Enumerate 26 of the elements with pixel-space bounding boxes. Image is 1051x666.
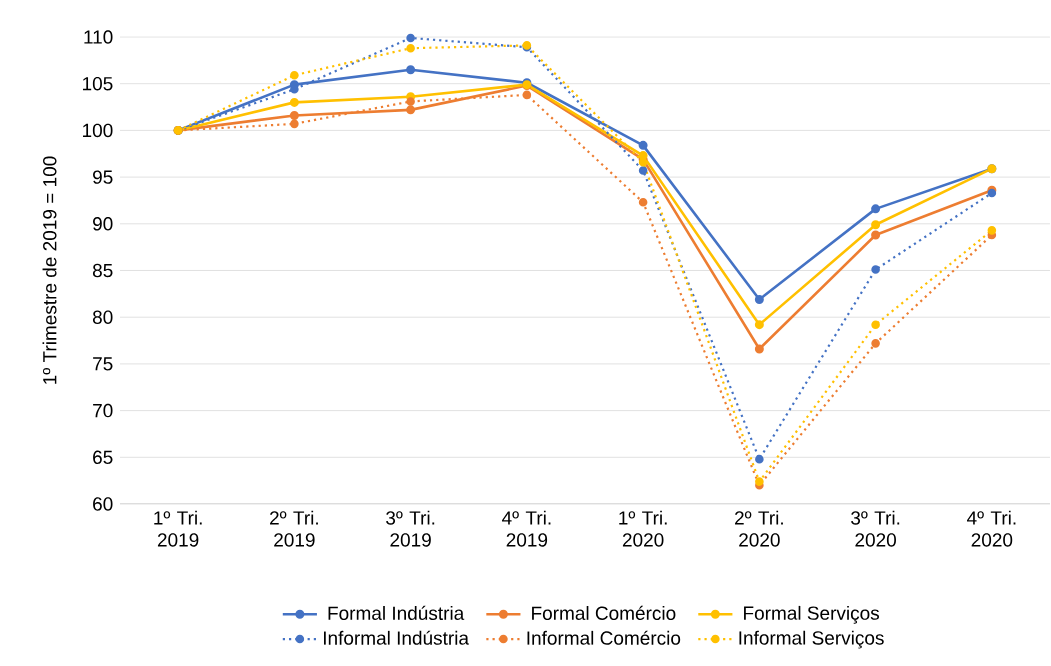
y-tick-label: 105	[83, 76, 113, 91]
legend-label: Formal Comércio	[532, 605, 676, 620]
x-tick-label: 1º Tri. 2020	[619, 510, 667, 547]
legend-label: Formal Serviços	[744, 605, 880, 624]
y-tick-label: 70	[93, 403, 113, 418]
x-tick-label: 4º Tri. 2019	[502, 510, 551, 547]
y-tick-label: 90	[93, 217, 113, 231]
x-tick-label: 3º Tri. 2020	[851, 510, 900, 547]
legend-label: Formal Indústria	[328, 605, 465, 620]
y-tick-label: 95	[93, 170, 113, 184]
y-tick-label: 60	[93, 497, 113, 511]
y-tick-label: 65	[93, 450, 113, 465]
y-axis-title: 1º Trimestre de 2019 = 100	[42, 156, 57, 384]
y-tick-label: 75	[93, 357, 113, 371]
x-tick-label: 4º Tri. 2020	[967, 510, 1016, 547]
legend-label: Informal Serviços	[739, 630, 884, 649]
y-tick-label: 85	[92, 263, 113, 278]
x-tick-label: 1º Tri. 2019	[154, 510, 202, 547]
x-tick-label: 3º Tri. 2019	[386, 510, 435, 547]
legend-label: Informal Comércio	[527, 630, 681, 645]
x-tick-label: 2º Tri. 2020	[735, 510, 783, 547]
x-tick-label: 2º Tri. 2019	[270, 510, 318, 547]
legend-label: Informal Indústria	[323, 630, 469, 645]
y-tick-label: 80	[92, 310, 113, 324]
y-tick-label: 100	[83, 123, 113, 138]
y-tick-label: 110	[84, 30, 113, 44]
